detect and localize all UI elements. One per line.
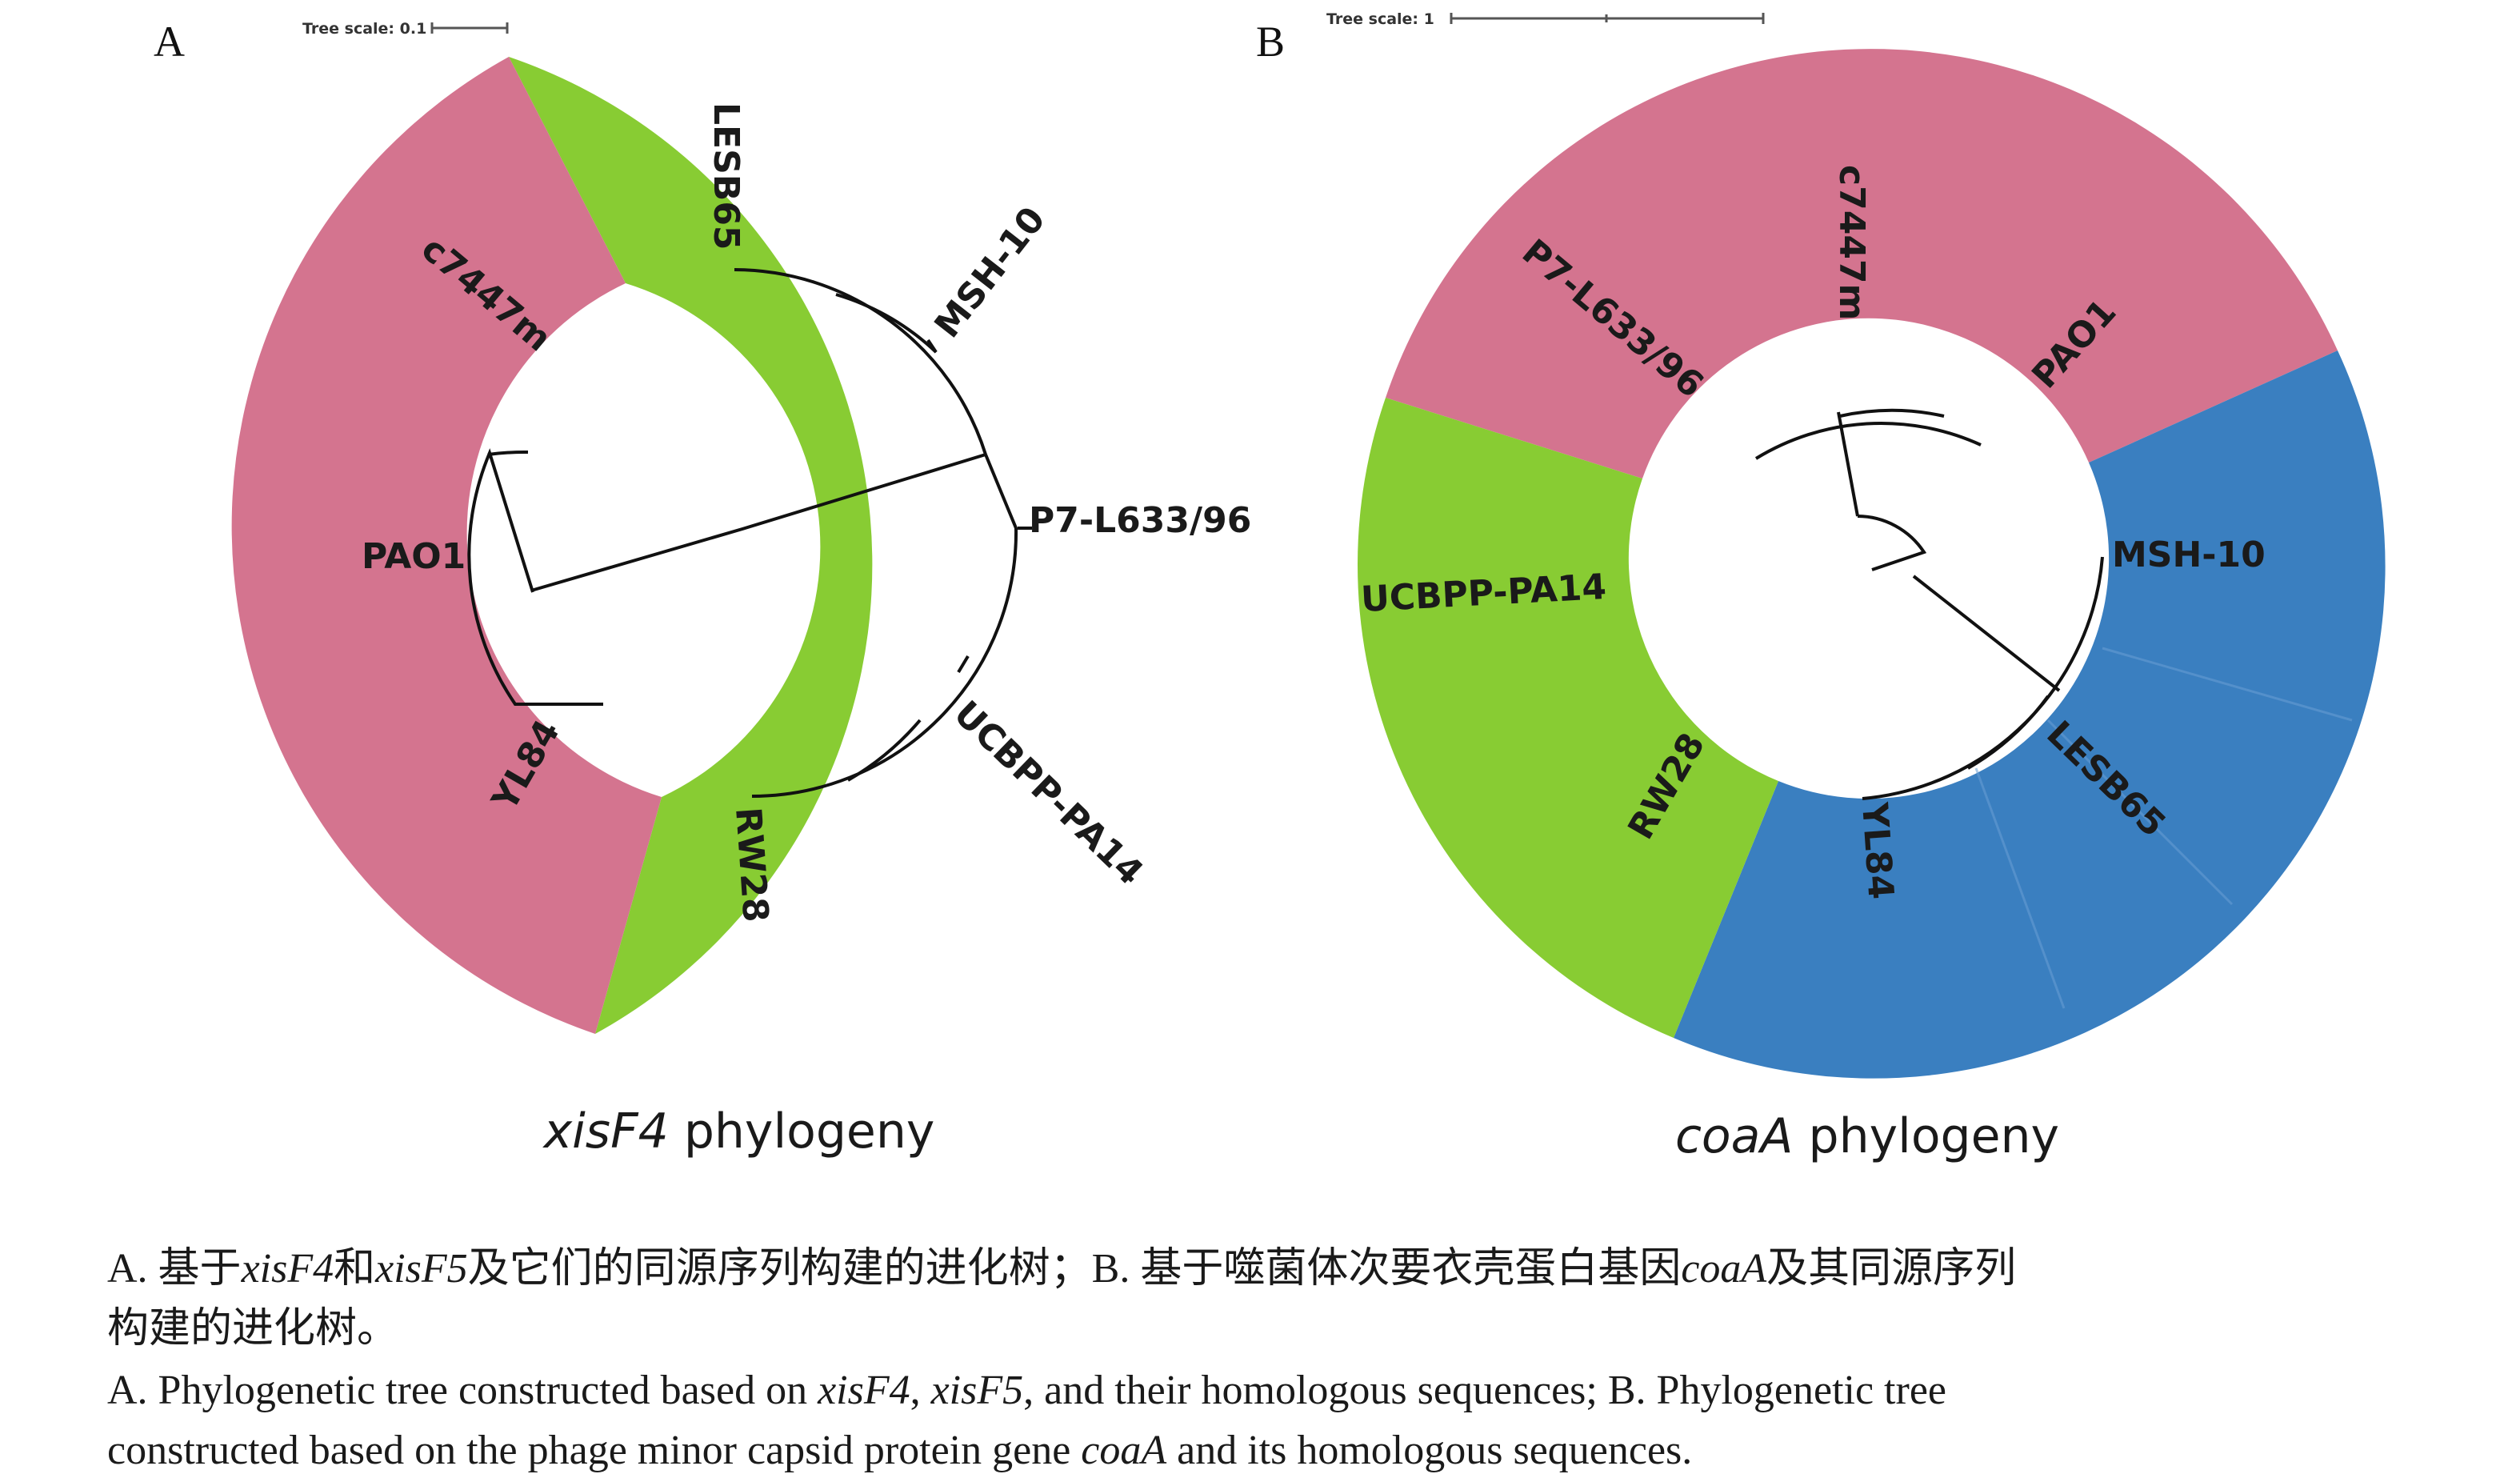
panel-a-ring-segment-green xyxy=(509,57,873,1034)
panel-b-ring-segment-green xyxy=(1357,398,1778,1038)
panel-b-scale-bar xyxy=(1450,13,1765,24)
caption-text: 及它们的同源序列构建的进化树；B. 基于噬菌体次要衣壳蛋白基因 xyxy=(467,1246,1682,1292)
caption-zh-line-2: 构建的进化树。 xyxy=(107,1299,2427,1359)
panel-b-letter: B xyxy=(1256,18,1285,66)
caption-gene-name: xisF4 xyxy=(818,1368,910,1413)
caption-text: and its homologous sequences. xyxy=(1166,1428,1693,1473)
panel-a-leaf-lesb65: LESB65 xyxy=(706,102,746,250)
caption-text: 和 xyxy=(334,1246,376,1292)
panel-b-title-gene: coaA xyxy=(1675,1108,1794,1164)
panel-b-tree-inner-node xyxy=(1857,515,1927,571)
panel-b-ring-segment-pink xyxy=(1386,49,2338,479)
panel-b-leaf-msh10: MSH-10 xyxy=(2112,535,2266,575)
caption-text: , and their homologous sequences; B. Phy… xyxy=(1023,1368,1946,1413)
caption-text: constructed based on the phage minor cap… xyxy=(107,1428,1082,1473)
panel-a-tree-left-clade xyxy=(467,448,603,706)
panel-a-tree-right-clade xyxy=(734,268,1018,798)
panel-b-leaf-c7447m: c7447m xyxy=(1831,165,1872,320)
caption-gene-name: coaA xyxy=(1081,1428,1167,1473)
panel-a-scale-bar xyxy=(430,22,509,34)
panel-b-ring xyxy=(1357,49,2386,1079)
caption-text: , xyxy=(910,1368,931,1413)
panel-b-title-suffix: phylogeny xyxy=(1793,1108,2059,1164)
panel-b-tree-top-arc xyxy=(1754,421,1982,460)
panel-a-letter: A xyxy=(154,18,185,66)
panel-b-title: coaA phylogeny xyxy=(1675,1108,2059,1164)
panel-a-title-gene: xisF4 xyxy=(542,1103,669,1160)
panel-b-ring-segment-blue xyxy=(1674,350,2386,1079)
panel-a-tree-rw28-clade xyxy=(847,719,922,782)
panel-a-title-suffix: phylogeny xyxy=(669,1103,935,1160)
panel-a-scale-label: Tree scale: 0.1 xyxy=(302,20,426,38)
panel-b-leaf-yl84: YL84 xyxy=(1854,800,1901,900)
panel-b-blue-dividers xyxy=(1974,647,2353,1009)
panel-b-scale-label: Tree scale: 1 xyxy=(1326,10,1434,28)
panel-a-title: xisF4 phylogeny xyxy=(542,1103,935,1160)
caption-text: 构建的进化树。 xyxy=(107,1306,399,1352)
panel-a-leaf-pao1: PAO1 xyxy=(362,536,466,577)
panel-a-tree-left-join xyxy=(487,450,529,456)
panel-b-tree-lesb-clade xyxy=(1967,695,2050,770)
panel-b-tree xyxy=(1754,408,2104,800)
panel-a-tree-msh-branch xyxy=(835,293,938,354)
panel-a-tree xyxy=(467,268,1032,798)
panel-a-tree-ucbpp-tip xyxy=(957,655,970,674)
panel-b-tree-long-branch xyxy=(1912,575,2061,692)
caption-gene-name: coaA xyxy=(1681,1246,1767,1292)
panel-a-leaf-rw28: RW28 xyxy=(727,806,776,923)
caption-text: 及其同源序列 xyxy=(1766,1246,2017,1292)
caption-text: A. 基于 xyxy=(107,1246,242,1292)
caption-en-line-1: A. Phylogenetic tree constructed based o… xyxy=(107,1360,2427,1420)
panel-a-leaf-p7: P7-L633/96 xyxy=(1029,500,1251,541)
caption-gene-name: xisF5 xyxy=(375,1246,468,1292)
panel-b-tree-top-clade xyxy=(1839,408,1945,418)
panel-b-tree-stem xyxy=(1837,411,1859,517)
panel-b: B Tree scale: 1 xyxy=(1256,10,2386,1164)
caption-text: A. Phylogenetic tree constructed based o… xyxy=(107,1368,818,1413)
panel-a-ring-segment-pink xyxy=(231,57,662,1034)
caption-en-line-2: constructed based on the phage minor cap… xyxy=(107,1420,2427,1480)
panel-a-ring xyxy=(231,57,873,1034)
caption-gene-name: xisF4 xyxy=(241,1246,334,1292)
panel-a-tree-root-branch xyxy=(530,453,986,592)
caption-gene-name: xisF5 xyxy=(930,1368,1024,1413)
caption-zh-line-1: A. 基于xisF4和xisF5及它们的同源序列构建的进化树；B. 基于噬菌体次… xyxy=(107,1239,2427,1299)
